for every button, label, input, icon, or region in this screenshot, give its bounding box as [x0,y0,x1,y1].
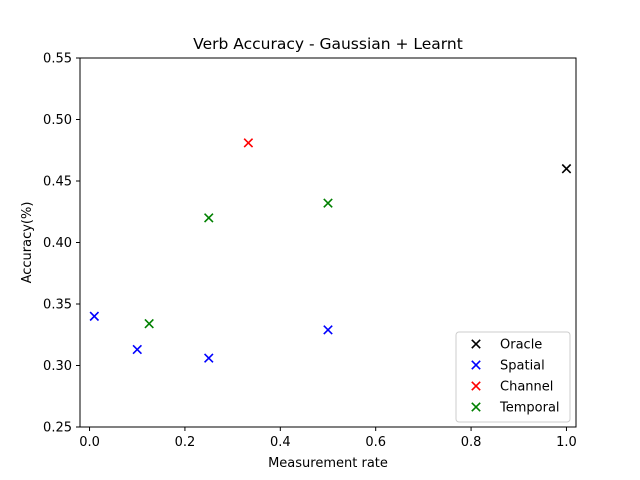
x-tick-label: 0.2 [175,435,196,450]
legend-marker-channel [471,381,481,391]
x-tick-label: 0.0 [79,435,100,450]
y-tick-label: 0.30 [43,359,72,374]
legend-label: Oracle [500,338,542,353]
y-tick-label: 0.45 [43,175,72,190]
legend-marker-temporal [471,402,481,412]
x-tick-label: 0.4 [270,435,291,450]
legend-frame [455,331,571,423]
point-temporal [323,198,333,208]
x-tick-label: 0.8 [461,435,482,450]
x-axis-label: Measurement rate [268,456,388,471]
x-axis: 0.0 0.2 0.4 0.6 0.8 1.0 [79,427,577,450]
point-spatial [89,311,100,322]
legend-marker-oracle [471,339,481,349]
point-oracle [561,163,572,174]
y-tick-label: 0.25 [43,421,72,436]
legend-label: Channel [500,380,553,395]
x-tick-label: 0.6 [365,435,386,450]
x-tick-label: 1.0 [556,435,577,450]
chart-title: Verb Accuracy - Gaussian + Learnt [193,35,463,53]
legend-marker-spatial [471,360,481,370]
legend: Oracle Spatial Channel Temporal [455,331,571,423]
legend-label: Spatial [500,359,545,374]
y-tick-label: 0.50 [43,113,72,128]
point-temporal [204,213,214,223]
y-axis: 0.25 0.30 0.35 0.40 0.45 0.50 0.55 [43,52,80,436]
point-spatial [323,325,333,335]
point-channel [243,138,254,148]
y-tick-label: 0.55 [43,52,72,67]
y-axis-label: Accuracy(%) [20,202,35,284]
point-spatial [132,344,142,355]
y-tick-label: 0.35 [43,298,72,313]
point-spatial [204,353,214,363]
data-points [89,138,572,363]
y-tick-label: 0.40 [43,236,72,251]
legend-label: Temporal [499,401,560,416]
point-temporal [144,318,154,329]
